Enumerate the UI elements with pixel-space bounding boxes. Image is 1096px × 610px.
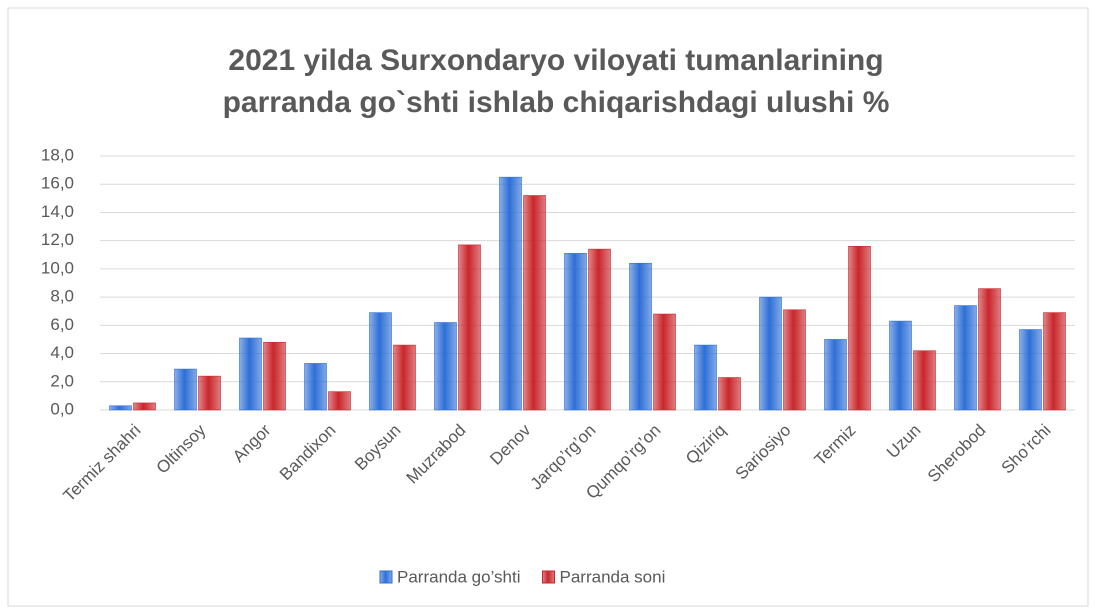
bar xyxy=(978,288,1001,411)
chart-frame xyxy=(7,7,1089,607)
chart-title: 2021 yilda Surxondaryo viloyati tumanlar… xyxy=(228,44,883,77)
bar xyxy=(718,377,741,411)
bar xyxy=(694,344,717,411)
bar xyxy=(458,244,481,411)
bar xyxy=(499,176,522,411)
y-tick-label: 16,0 xyxy=(41,174,74,193)
bar xyxy=(1043,312,1066,411)
bar xyxy=(263,341,286,411)
bar xyxy=(239,337,262,411)
y-tick-label: 14,0 xyxy=(41,202,74,221)
y-tick-label: 10,0 xyxy=(41,258,74,277)
y-tick-label: 4,0 xyxy=(50,343,74,362)
bar xyxy=(198,375,221,411)
bar xyxy=(653,313,676,411)
bar xyxy=(783,309,806,411)
bar xyxy=(629,262,652,411)
legend-swatch xyxy=(379,570,393,584)
bar xyxy=(848,246,871,411)
bar xyxy=(133,402,156,411)
bar xyxy=(889,320,912,411)
bar xyxy=(434,322,457,411)
bar xyxy=(109,405,132,411)
legend-label: Parranda soni xyxy=(560,567,666,586)
bar xyxy=(824,339,847,411)
bar xyxy=(564,253,587,411)
bar xyxy=(369,312,392,411)
y-tick-label: 0,0 xyxy=(50,399,74,418)
legend-swatch xyxy=(542,570,555,584)
y-tick-label: 8,0 xyxy=(50,287,74,306)
bar xyxy=(523,195,546,411)
bar xyxy=(913,350,936,411)
bar xyxy=(588,248,611,411)
bar xyxy=(759,296,782,411)
bar xyxy=(328,391,351,411)
y-tick-label: 2,0 xyxy=(50,371,74,390)
bar xyxy=(1019,329,1042,411)
bar xyxy=(954,305,977,411)
y-tick-label: 6,0 xyxy=(50,315,74,334)
y-tick-label: 12,0 xyxy=(41,230,74,249)
bar xyxy=(304,363,327,411)
chart-title: parranda go`shti ishlab chiqarishdagi ul… xyxy=(223,86,890,119)
bar xyxy=(393,344,416,411)
legend-label: Parranda go’shti xyxy=(397,567,521,586)
y-tick-label: 18,0 xyxy=(41,145,74,164)
bar xyxy=(174,368,197,411)
